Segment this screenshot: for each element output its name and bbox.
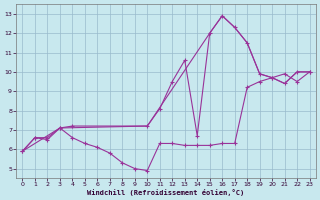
X-axis label: Windchill (Refroidissement éolien,°C): Windchill (Refroidissement éolien,°C) [87,189,245,196]
